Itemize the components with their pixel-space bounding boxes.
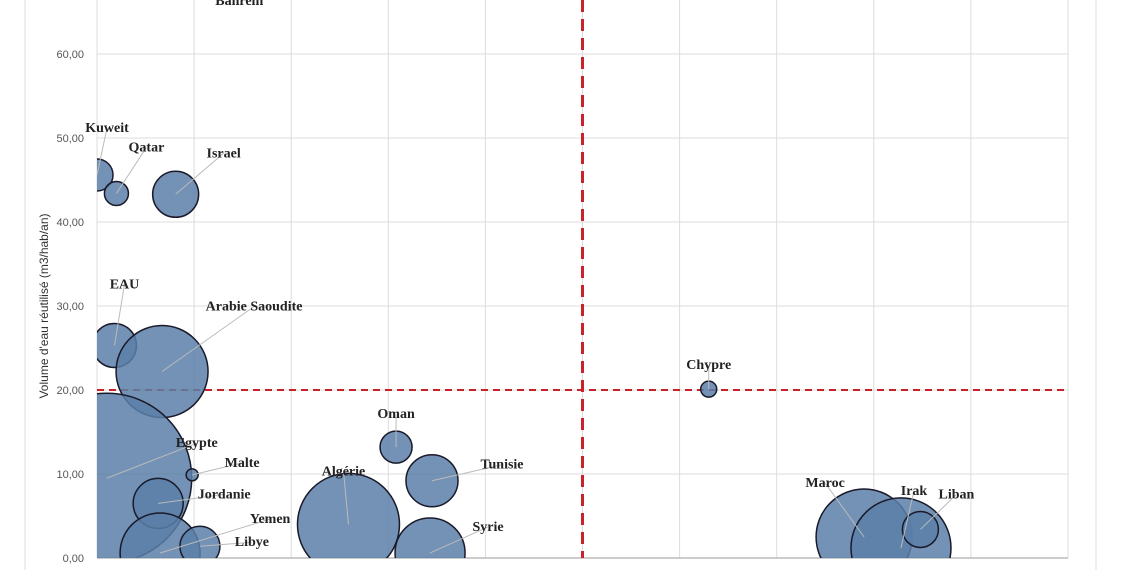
label-malte: Malte (225, 456, 260, 471)
label-egypte: Egypte (176, 436, 218, 451)
label-chypre: Chypre (686, 358, 731, 373)
y-tick-label: 30,00 (56, 301, 84, 313)
y-tick-label: 60,00 (56, 49, 84, 61)
bubble-kuweit (97, 158, 114, 192)
bubbles (97, 158, 952, 558)
reference-lines (97, 0, 1068, 558)
y-tick-label: 50,00 (56, 133, 84, 145)
leader-line-kuweit (96, 127, 108, 176)
leader-line-egypte (106, 442, 197, 479)
leader-line-syrie (429, 526, 489, 554)
label-israel: Israel (207, 146, 241, 161)
bubble-alg-rie (296, 472, 401, 558)
label-arabie-saoudite: Arabie Saoudite (206, 300, 303, 315)
label-irak: Irak (901, 484, 928, 499)
leader-line-jordanie (158, 493, 225, 504)
leader-line-libye (199, 541, 252, 547)
bubble-syrie (394, 517, 466, 558)
label-libye: Libye (235, 535, 269, 550)
leader-line-israel (175, 152, 224, 195)
y-tick-label: 10,00 (56, 469, 84, 481)
leader-line-irak (900, 490, 915, 549)
leader-line-qatar (116, 147, 147, 194)
label-jordanie: Jordanie (198, 487, 251, 502)
leader-line-liban (920, 494, 957, 530)
label-qatar: Qatar (129, 140, 165, 155)
leader-line-yemen (159, 518, 271, 554)
y-tick-label: 40,00 (56, 217, 84, 229)
leader-line-eau (113, 284, 125, 346)
y-tick-label: 20,00 (56, 385, 84, 397)
label-kuweit: Kuweit (85, 121, 129, 136)
leader-line-tunisie (431, 464, 503, 482)
y-axis-ticks: 0,00 10,00 20,00 30,00 40,00 50,00 60,00 (56, 49, 84, 565)
label-yemen: Yemen (250, 512, 291, 527)
leader-line-malte (192, 462, 243, 476)
label-eau: EAU (110, 277, 140, 292)
label-tunisie: Tunisie (480, 458, 523, 473)
label-liban: Liban (939, 487, 975, 502)
leader-line-alg-rie (342, 471, 349, 525)
label-syrie: Syrie (472, 520, 503, 535)
label-maroc: Maroc (805, 476, 844, 491)
label-bahrein: Bahrein (215, 0, 263, 9)
bubble-libye (179, 525, 221, 558)
label-alg-rie: Algérie (322, 464, 366, 479)
label-oman: Oman (377, 407, 415, 422)
leader-line-arabie-saoudite (161, 306, 255, 372)
y-axis-label: Volume d'eau réutilisé (m3/hab/an) (37, 213, 51, 398)
y-tick-label: 0,00 (63, 553, 84, 565)
leader-line-maroc (824, 482, 865, 538)
